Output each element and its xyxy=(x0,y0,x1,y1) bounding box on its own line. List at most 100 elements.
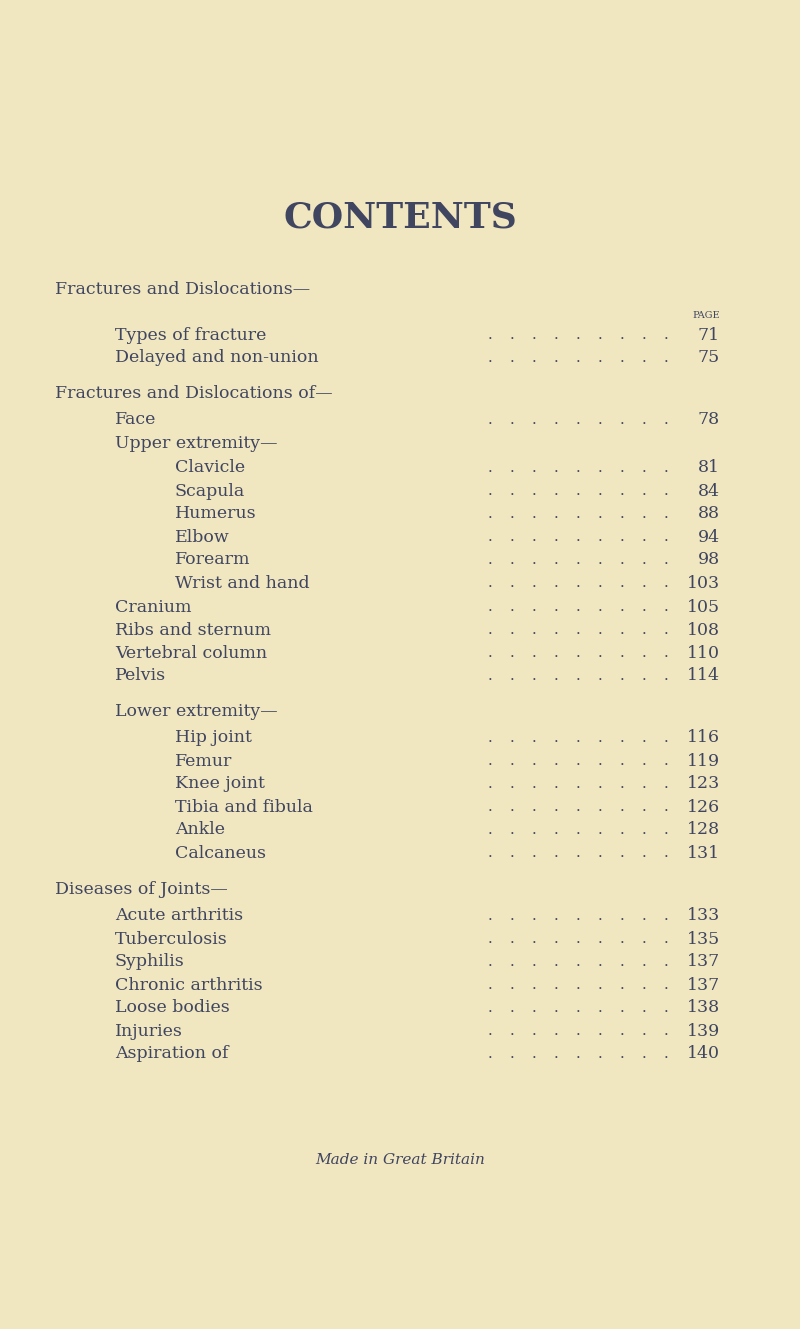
Text: 103: 103 xyxy=(687,574,720,591)
Text: .: . xyxy=(620,506,624,521)
Text: .: . xyxy=(664,553,668,567)
Text: .: . xyxy=(554,956,558,969)
Text: .: . xyxy=(642,956,646,969)
Text: .: . xyxy=(554,599,558,614)
Text: .: . xyxy=(488,668,492,683)
Text: .: . xyxy=(642,800,646,813)
Text: Ribs and sternum: Ribs and sternum xyxy=(115,622,271,638)
Text: .: . xyxy=(576,530,580,544)
Text: 88: 88 xyxy=(698,505,720,522)
Text: .: . xyxy=(620,800,624,813)
Text: .: . xyxy=(664,413,668,427)
Text: .: . xyxy=(598,956,602,969)
Text: .: . xyxy=(510,484,514,498)
Text: .: . xyxy=(620,823,624,837)
Text: .: . xyxy=(664,1025,668,1038)
Text: .: . xyxy=(488,530,492,544)
Text: 108: 108 xyxy=(687,622,720,638)
Text: .: . xyxy=(510,932,514,946)
Text: Wrist and hand: Wrist and hand xyxy=(175,574,310,591)
Text: .: . xyxy=(554,909,558,924)
Text: .: . xyxy=(510,623,514,637)
Text: .: . xyxy=(620,623,624,637)
Text: CONTENTS: CONTENTS xyxy=(283,201,517,235)
Text: .: . xyxy=(488,328,492,342)
Text: .: . xyxy=(510,530,514,544)
Text: .: . xyxy=(642,646,646,661)
Text: Knee joint: Knee joint xyxy=(175,776,265,792)
Text: .: . xyxy=(554,978,558,991)
Text: .: . xyxy=(576,800,580,813)
Text: .: . xyxy=(598,1025,602,1038)
Text: .: . xyxy=(664,777,668,791)
Text: .: . xyxy=(620,777,624,791)
Text: .: . xyxy=(620,646,624,661)
Text: Made in Great Britain: Made in Great Britain xyxy=(315,1154,485,1167)
Text: .: . xyxy=(664,932,668,946)
Text: 135: 135 xyxy=(686,930,720,948)
Text: .: . xyxy=(598,800,602,813)
Text: 128: 128 xyxy=(687,821,720,839)
Text: .: . xyxy=(554,1025,558,1038)
Text: .: . xyxy=(488,1025,492,1038)
Text: .: . xyxy=(576,484,580,498)
Text: .: . xyxy=(598,978,602,991)
Text: .: . xyxy=(642,599,646,614)
Text: .: . xyxy=(620,731,624,746)
Text: Scapula: Scapula xyxy=(175,482,246,500)
Text: Acute arthritis: Acute arthritis xyxy=(115,908,243,925)
Text: .: . xyxy=(576,646,580,661)
Text: Injuries: Injuries xyxy=(115,1022,183,1039)
Text: 110: 110 xyxy=(687,645,720,662)
Text: .: . xyxy=(510,646,514,661)
Text: .: . xyxy=(620,530,624,544)
Text: Chronic arthritis: Chronic arthritis xyxy=(115,977,262,994)
Text: .: . xyxy=(598,506,602,521)
Text: .: . xyxy=(664,754,668,768)
Text: .: . xyxy=(576,777,580,791)
Text: .: . xyxy=(598,413,602,427)
Text: .: . xyxy=(576,731,580,746)
Text: 137: 137 xyxy=(686,953,720,970)
Text: .: . xyxy=(620,932,624,946)
Text: .: . xyxy=(510,731,514,746)
Text: Fractures and Dislocations—: Fractures and Dislocations— xyxy=(55,282,310,299)
Text: .: . xyxy=(598,530,602,544)
Text: .: . xyxy=(510,1025,514,1038)
Text: .: . xyxy=(598,932,602,946)
Text: .: . xyxy=(598,623,602,637)
Text: .: . xyxy=(576,823,580,837)
Text: .: . xyxy=(642,623,646,637)
Text: .: . xyxy=(642,668,646,683)
Text: .: . xyxy=(620,668,624,683)
Text: .: . xyxy=(488,823,492,837)
Text: .: . xyxy=(532,1001,536,1015)
Text: Diseases of Joints—: Diseases of Joints— xyxy=(55,881,228,897)
Text: Femur: Femur xyxy=(175,752,232,769)
Text: .: . xyxy=(620,754,624,768)
Text: Forearm: Forearm xyxy=(175,552,250,569)
Text: .: . xyxy=(598,823,602,837)
Text: .: . xyxy=(554,530,558,544)
Text: 137: 137 xyxy=(686,977,720,994)
Text: .: . xyxy=(664,731,668,746)
Text: .: . xyxy=(554,731,558,746)
Text: .: . xyxy=(532,599,536,614)
Text: Ankle: Ankle xyxy=(175,821,225,839)
Text: .: . xyxy=(576,978,580,991)
Text: .: . xyxy=(576,575,580,590)
Text: .: . xyxy=(532,932,536,946)
Text: .: . xyxy=(554,823,558,837)
Text: .: . xyxy=(532,530,536,544)
Text: 126: 126 xyxy=(687,799,720,816)
Text: .: . xyxy=(576,506,580,521)
Text: Elbow: Elbow xyxy=(175,529,230,545)
Text: .: . xyxy=(642,413,646,427)
Text: .: . xyxy=(488,484,492,498)
Text: .: . xyxy=(664,646,668,661)
Text: .: . xyxy=(532,823,536,837)
Text: 75: 75 xyxy=(698,350,720,367)
Text: .: . xyxy=(642,823,646,837)
Text: Fractures and Dislocations of—: Fractures and Dislocations of— xyxy=(55,384,333,401)
Text: .: . xyxy=(620,1047,624,1061)
